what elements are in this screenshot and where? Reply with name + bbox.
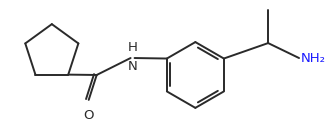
- Text: H: H: [127, 41, 137, 54]
- Text: NH₂: NH₂: [301, 52, 326, 65]
- Text: O: O: [83, 109, 94, 122]
- Text: N: N: [128, 60, 137, 73]
